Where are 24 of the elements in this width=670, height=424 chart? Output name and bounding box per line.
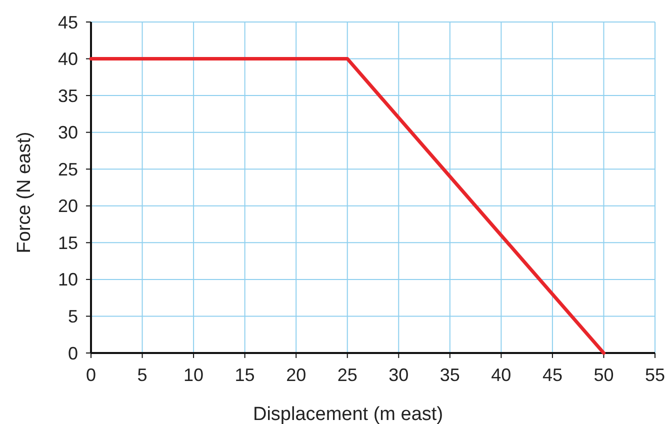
x-tick-label: 20 xyxy=(286,365,306,385)
y-tick-label: 25 xyxy=(58,159,78,180)
x-tick-label: 40 xyxy=(491,365,512,385)
y-tick-label: 20 xyxy=(58,196,78,216)
y-tick-label: 0 xyxy=(68,343,78,364)
x-tick-label: 50 xyxy=(594,365,614,385)
y-tick-label: 10 xyxy=(58,270,78,290)
x-tick-label: 55 xyxy=(644,365,666,385)
x-tick-label: 35 xyxy=(440,365,460,385)
x-tick-label: 25 xyxy=(337,365,358,385)
y-tick-label: 45 xyxy=(58,12,78,32)
x-tick-label: 0 xyxy=(86,365,96,385)
x-tick-label: 15 xyxy=(234,365,255,385)
y-tick-label: 40 xyxy=(58,49,78,70)
y-axis-title: Force (N east) xyxy=(14,132,35,254)
x-tick-label: 10 xyxy=(184,365,204,385)
x-tick-label: 30 xyxy=(388,365,409,385)
x-tick-label: 5 xyxy=(137,365,148,385)
y-tick-label: 15 xyxy=(58,232,78,253)
x-tick-label: 45 xyxy=(542,365,562,385)
y-tick-label: 30 xyxy=(58,122,78,143)
x-axis-title: Displacement (m east) xyxy=(252,404,444,424)
y-tick-label: 35 xyxy=(58,86,78,106)
y-tick-label: 5 xyxy=(68,306,78,327)
